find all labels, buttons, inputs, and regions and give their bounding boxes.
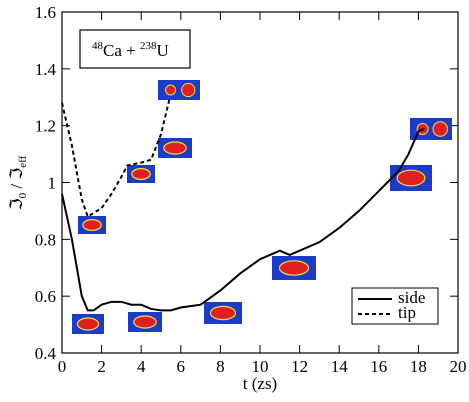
y-tick-label: 1.2 — [35, 117, 56, 136]
legend-label: side — [398, 288, 425, 307]
snapshot-blob — [165, 84, 177, 96]
x-tick-label: 10 — [252, 357, 269, 376]
snapshot-blob — [181, 82, 196, 98]
snapshot-blob — [396, 169, 426, 187]
x-axis-title: t (zs) — [243, 374, 277, 393]
y-axis-title: ℑ0 / ℑeff — [7, 155, 29, 210]
y-tick-label: 0.8 — [35, 230, 56, 249]
snapshot-blob — [278, 260, 310, 276]
series-line — [61, 97, 171, 219]
x-tick-label: 16 — [370, 357, 387, 376]
annotation-text: U — [156, 41, 168, 60]
x-tick-label: 20 — [450, 357, 467, 376]
snapshot-blob — [209, 305, 237, 321]
x-tick-label: 12 — [291, 357, 308, 376]
annotation-text: Ca + — [103, 41, 140, 60]
y-title-part: ℑ — [7, 168, 26, 180]
annotation-sup: 48 — [92, 40, 104, 52]
snapshot-blob — [131, 168, 151, 181]
series-line — [61, 127, 425, 312]
snapshot-blob — [76, 317, 100, 331]
annotation: 48Ca + 238U — [92, 40, 169, 60]
legend-label: tip — [398, 303, 416, 322]
y-title-sub: 0 — [17, 192, 29, 198]
y-title-part: ℑ — [7, 198, 26, 210]
y-tick-label: 0.6 — [35, 287, 56, 306]
y-tick-label: 1.6 — [35, 3, 56, 22]
x-tick-label: 14 — [331, 357, 349, 376]
legend-box — [351, 287, 439, 325]
y-tick-label: 1 — [48, 174, 57, 193]
x-tick-label: 18 — [410, 357, 427, 376]
x-tick-label: 2 — [97, 357, 106, 376]
annotation-box — [79, 29, 191, 69]
y-title-part: / — [7, 180, 26, 193]
annotation-sup: 238 — [140, 40, 157, 52]
y-title-sub: eff — [17, 155, 29, 167]
snapshot-blob — [432, 121, 448, 137]
snapshot-blob — [163, 141, 187, 155]
y-tick-label: 1.4 — [35, 60, 57, 79]
x-tick-label: 0 — [58, 357, 67, 376]
x-tick-label: 6 — [177, 357, 186, 376]
snapshot-blob — [133, 315, 157, 329]
snapshot-blob — [82, 219, 102, 232]
y-tick-label: 0.4 — [35, 344, 57, 363]
x-tick-label: 8 — [216, 357, 225, 376]
x-tick-label: 4 — [137, 357, 146, 376]
